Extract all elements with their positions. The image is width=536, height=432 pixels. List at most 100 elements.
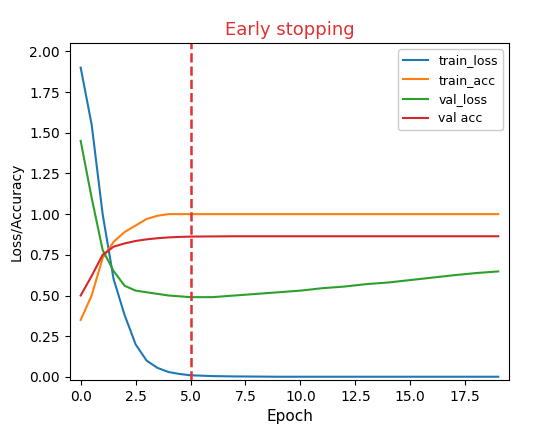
val_loss xyxy=(100,248,106,253)
train_loss xyxy=(473,374,479,379)
Line: train_acc: train_acc xyxy=(81,214,498,320)
train_loss xyxy=(232,374,238,379)
val acc xyxy=(209,234,215,239)
train_acc xyxy=(451,212,457,217)
val acc xyxy=(495,234,502,239)
val_loss xyxy=(253,291,259,296)
val_loss xyxy=(144,290,150,295)
val_loss xyxy=(319,286,326,291)
val acc xyxy=(319,234,326,239)
train_acc xyxy=(495,212,502,217)
train_loss xyxy=(154,365,161,371)
train_acc xyxy=(188,212,194,217)
val acc xyxy=(363,234,370,239)
train_loss xyxy=(429,374,435,379)
train_acc xyxy=(110,239,117,245)
val acc xyxy=(341,234,347,239)
train_loss xyxy=(297,374,303,379)
Y-axis label: Loss/Accuracy: Loss/Accuracy xyxy=(10,162,24,261)
val acc xyxy=(407,234,414,239)
val acc xyxy=(132,238,139,244)
val_loss xyxy=(451,273,457,278)
val_loss xyxy=(495,269,502,274)
val_loss xyxy=(232,293,238,298)
val acc xyxy=(253,234,259,239)
train_loss xyxy=(451,374,457,379)
val acc xyxy=(232,234,238,239)
val_loss xyxy=(276,290,282,295)
Line: val acc: val acc xyxy=(81,236,498,295)
val_loss xyxy=(154,291,161,296)
train_loss xyxy=(209,374,215,379)
val acc xyxy=(473,234,479,239)
train_acc xyxy=(176,212,183,217)
train_loss xyxy=(253,374,259,379)
val acc xyxy=(176,234,183,239)
train_acc xyxy=(154,213,161,218)
train_loss xyxy=(110,276,117,282)
train_acc xyxy=(341,212,347,217)
val_loss xyxy=(78,138,84,143)
val acc xyxy=(144,237,150,242)
train_loss xyxy=(363,374,370,379)
val_loss xyxy=(121,283,128,288)
train_loss xyxy=(88,122,95,127)
train_acc xyxy=(407,212,414,217)
train_loss xyxy=(100,212,106,217)
val_loss xyxy=(297,288,303,293)
val acc xyxy=(100,252,106,257)
train_acc xyxy=(165,212,172,217)
train_loss xyxy=(407,374,414,379)
train_acc xyxy=(276,212,282,217)
val_loss xyxy=(341,284,347,289)
val_loss xyxy=(88,195,95,200)
val_loss xyxy=(110,269,117,274)
val_loss xyxy=(165,293,172,298)
train_acc xyxy=(473,212,479,217)
train_acc xyxy=(121,229,128,235)
val acc xyxy=(110,244,117,249)
val acc xyxy=(276,234,282,239)
val acc xyxy=(297,234,303,239)
train_loss xyxy=(144,358,150,363)
train_acc xyxy=(232,212,238,217)
Legend: train_loss, train_acc, val_loss, val acc: train_loss, train_acc, val_loss, val acc xyxy=(398,49,503,130)
train_loss xyxy=(385,374,391,379)
Title: Early stopping: Early stopping xyxy=(225,21,354,39)
val_loss xyxy=(473,270,479,276)
val_loss xyxy=(209,295,215,300)
val acc xyxy=(429,234,435,239)
train_loss xyxy=(341,374,347,379)
train_acc xyxy=(385,212,391,217)
train_acc xyxy=(100,255,106,260)
val_loss xyxy=(407,277,414,283)
val_loss xyxy=(188,295,194,300)
train_acc xyxy=(429,212,435,217)
train_loss xyxy=(165,369,172,375)
train_loss xyxy=(319,374,326,379)
train_acc xyxy=(297,212,303,217)
Line: train_loss: train_loss xyxy=(81,68,498,377)
val_loss xyxy=(385,280,391,285)
train_acc xyxy=(88,293,95,298)
train_loss xyxy=(121,312,128,318)
X-axis label: Epoch: Epoch xyxy=(266,410,313,424)
train_loss xyxy=(78,65,84,70)
val acc xyxy=(385,234,391,239)
train_acc xyxy=(319,212,326,217)
train_acc xyxy=(144,216,150,222)
train_acc xyxy=(132,223,139,228)
val_loss xyxy=(132,288,139,293)
val acc xyxy=(451,234,457,239)
val_loss xyxy=(429,275,435,280)
val_loss xyxy=(363,282,370,287)
train_loss xyxy=(495,374,502,379)
train_loss xyxy=(132,342,139,347)
train_loss xyxy=(176,372,183,377)
train_acc xyxy=(209,212,215,217)
val acc xyxy=(78,293,84,298)
val acc xyxy=(121,241,128,246)
train_loss xyxy=(276,374,282,379)
train_acc xyxy=(78,318,84,323)
train_loss xyxy=(188,373,194,378)
